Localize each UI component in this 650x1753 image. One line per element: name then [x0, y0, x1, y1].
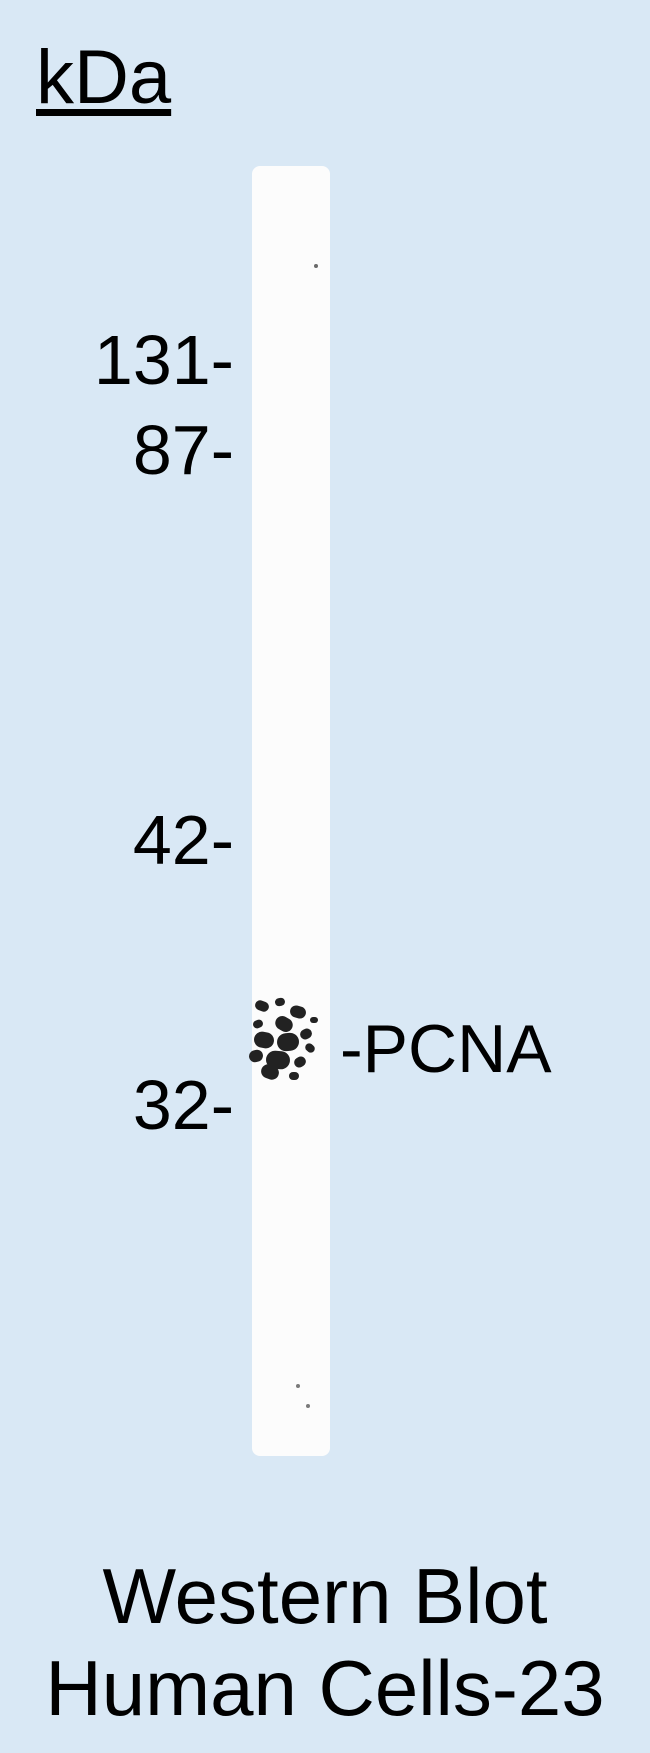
marker-32: 32- — [0, 1065, 234, 1145]
caption-line-1: Western Blot — [0, 1550, 650, 1642]
marker-87: 87- — [0, 410, 234, 490]
figure-caption: Western Blot Human Cells-23 — [0, 1550, 650, 1734]
marker-131: 131- — [0, 320, 234, 400]
blot-lane — [252, 166, 330, 1456]
band-speck — [310, 1017, 318, 1023]
caption-line-2: Human Cells-23 — [0, 1642, 650, 1734]
units-label: kDa — [36, 34, 171, 121]
pcna-band-label: -PCNA — [340, 1010, 552, 1088]
band-speck — [289, 1072, 299, 1080]
marker-42: 42- — [0, 800, 234, 880]
lane-artifact — [306, 1404, 310, 1408]
lane-artifact — [314, 264, 318, 268]
lane-artifact — [296, 1384, 300, 1388]
